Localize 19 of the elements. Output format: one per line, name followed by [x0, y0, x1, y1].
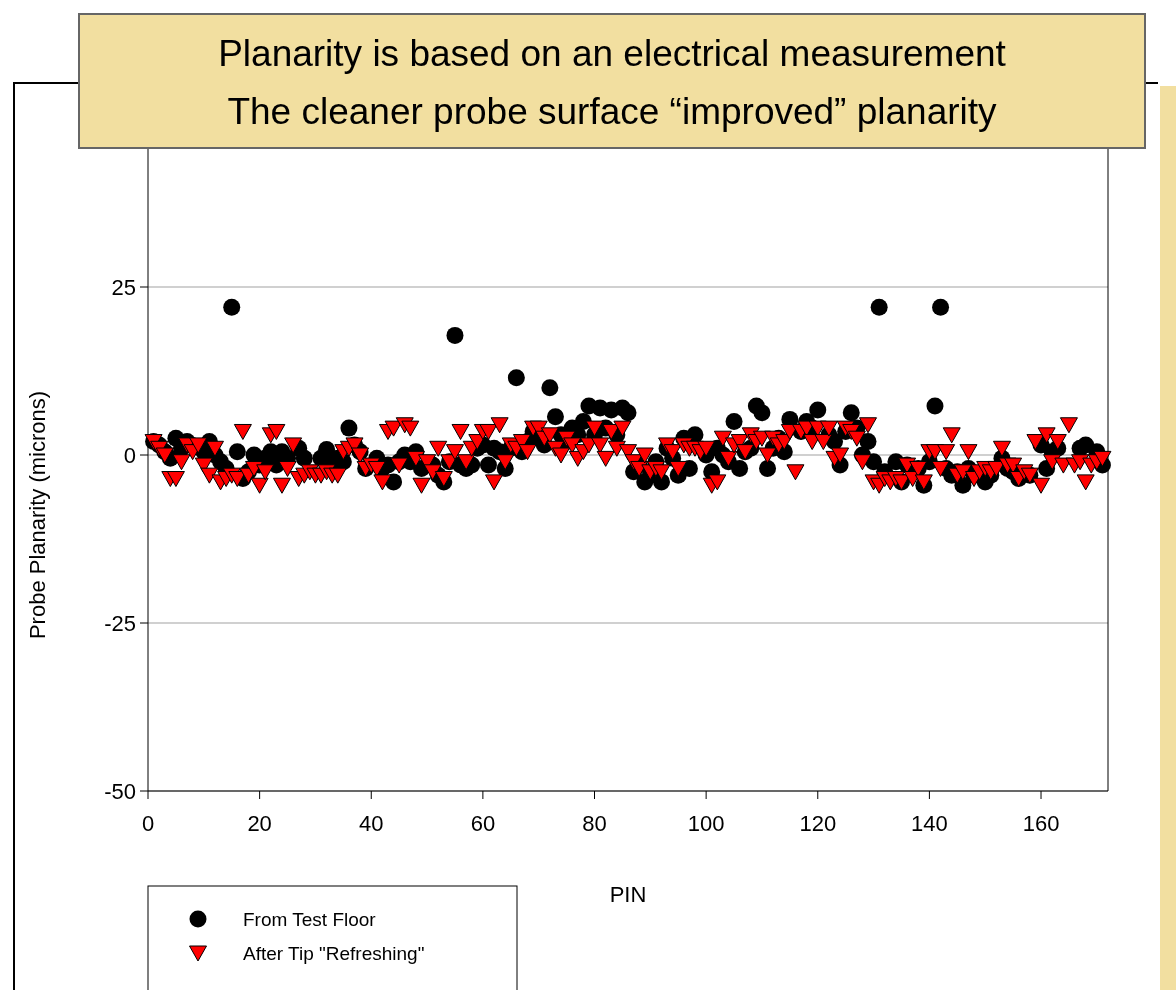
x-tick-label: 140 [911, 811, 948, 836]
legend-label: After Tip "Refreshing" [243, 942, 425, 964]
y-tick-label: 25 [111, 274, 136, 300]
y-tick-label: -50 [104, 778, 136, 804]
chart-subtitle: The cleaner probe surface “improved” planarity [227, 91, 998, 132]
x-tick-label: 60 [470, 811, 496, 836]
legend-label: From Test Floor [243, 908, 377, 930]
y-axis-title: Probe Planarity (microns) [25, 390, 50, 640]
x-tick-label: 120 [799, 811, 837, 836]
chart-title: Planarity is based on an electrical measurement [218, 33, 1007, 74]
y-tick-label: 0 [123, 442, 136, 468]
x-tick-label: 100 [687, 811, 725, 836]
x-tick-label: 0 [141, 811, 155, 836]
y-tick-label: -25 [104, 610, 136, 636]
x-tick-label: 40 [359, 811, 384, 836]
x-tick-label: 20 [247, 811, 272, 836]
x-tick-label: 80 [582, 811, 607, 836]
x-axis-title: PIN [609, 882, 647, 907]
x-tick-label: 160 [1022, 811, 1060, 836]
